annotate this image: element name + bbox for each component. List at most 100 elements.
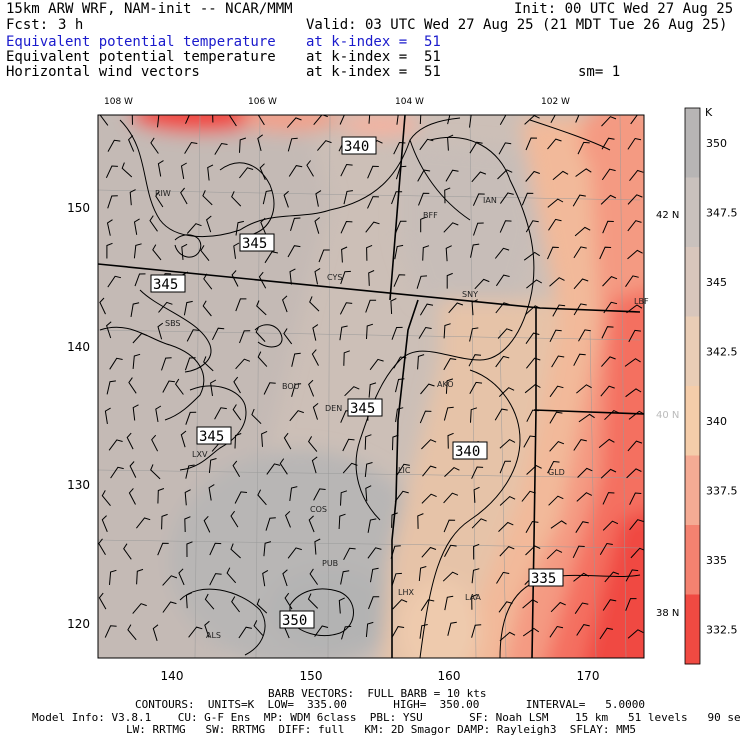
wind-barb [550, 520, 567, 529]
wind-barb [340, 490, 348, 506]
wind-barb [262, 569, 269, 587]
wind-barb [391, 326, 403, 340]
city-label: LXV [192, 450, 208, 459]
wind-barb [283, 328, 293, 345]
city-label: BOU [282, 382, 300, 391]
wind-barb [309, 568, 319, 585]
wind-barb [573, 439, 587, 451]
wind-barb [162, 575, 178, 586]
wind-barb [260, 217, 267, 235]
wind-barb [344, 386, 360, 397]
wind-barb [550, 115, 556, 124]
wind-barb [180, 430, 187, 448]
wind-barb [497, 328, 513, 339]
wind-barb [577, 141, 590, 155]
wind-barb [203, 515, 211, 533]
wind-barb [625, 569, 639, 582]
wind-barb [178, 568, 185, 586]
wind-barb [395, 165, 407, 180]
wind-barb [575, 168, 592, 177]
wind-barb [307, 436, 318, 452]
wind-barb [627, 440, 643, 452]
wind-barb [161, 357, 172, 371]
wind-barb [184, 489, 191, 506]
wind-barb [575, 115, 580, 123]
wind-barb [549, 625, 564, 638]
wind-barb [394, 244, 404, 260]
wind-barb [152, 244, 162, 261]
wind-barb [186, 541, 193, 558]
wind-barb [547, 246, 559, 260]
wind-barb [497, 169, 513, 180]
wind-barb [421, 493, 437, 504]
city-label: LAA [465, 593, 481, 602]
wind-barb [573, 572, 590, 582]
wind-barb [130, 302, 140, 317]
wind-barb [123, 543, 132, 560]
wind-barb [290, 217, 301, 231]
wind-barb [391, 512, 398, 528]
svg-text:340: 340 [455, 444, 480, 460]
wind-barb [471, 518, 487, 529]
colorbar-swatches [685, 108, 700, 665]
wind-barb [526, 409, 539, 422]
wind-barb [136, 568, 144, 585]
city-label: SNY [462, 290, 478, 299]
wind-barb [106, 380, 116, 395]
field-1-level: at k-index = 51 [306, 34, 441, 50]
wind-barb [521, 490, 536, 502]
colorbar-swatch [685, 386, 700, 456]
wind-barb [599, 542, 613, 555]
wind-barb [343, 350, 350, 366]
wind-barb [306, 160, 314, 177]
wind-barb [625, 598, 637, 611]
wind-barb [630, 115, 644, 125]
wind-barb [368, 270, 375, 286]
wind-barb [234, 433, 242, 449]
wind-barb [257, 134, 263, 152]
wind-barb [447, 134, 454, 151]
wind-barb [368, 596, 380, 610]
wind-barb [473, 222, 484, 236]
wind-barb [235, 298, 247, 312]
wind-barb [498, 521, 514, 532]
wind-barb [312, 403, 319, 420]
wind-barb [601, 356, 616, 367]
wind-barb [367, 547, 382, 559]
colorbar-swatch [685, 177, 700, 248]
wind-barb [573, 246, 587, 259]
wind-barb [208, 458, 217, 474]
wind-barb [98, 538, 106, 555]
wind-barb [526, 357, 541, 369]
wind-barb [311, 456, 318, 474]
wind-barb [443, 358, 457, 371]
wind-barb [601, 137, 615, 150]
colorbar-label: 350 [706, 137, 727, 150]
forecast-hour: 3 h [58, 17, 84, 33]
wind-barb [525, 520, 539, 534]
wind-barb [422, 245, 430, 261]
wind-barb [239, 137, 247, 153]
city-label: PUB [322, 559, 338, 568]
x-tick-label: 160 [438, 669, 461, 683]
wind-barb [291, 352, 301, 367]
lon-label: 104 W [395, 97, 424, 107]
wind-barb [549, 411, 563, 424]
wind-barb [185, 464, 195, 479]
wind-barb [257, 115, 265, 126]
wind-barb [318, 249, 330, 263]
wind-barb [628, 329, 641, 343]
wind-barb [106, 219, 113, 236]
wind-barb [289, 268, 296, 285]
svg-text:345: 345 [153, 277, 178, 293]
contour-label: 345 [347, 398, 383, 417]
wind-barb [548, 495, 564, 506]
wind-barb [368, 115, 371, 124]
contour-label: 340 [341, 136, 377, 155]
wind-barb [126, 432, 134, 450]
wind-barb [365, 299, 377, 313]
wind-barb [471, 466, 484, 479]
wind-barb [186, 329, 200, 342]
wind-barb [444, 466, 460, 477]
wind-barb [230, 510, 239, 528]
